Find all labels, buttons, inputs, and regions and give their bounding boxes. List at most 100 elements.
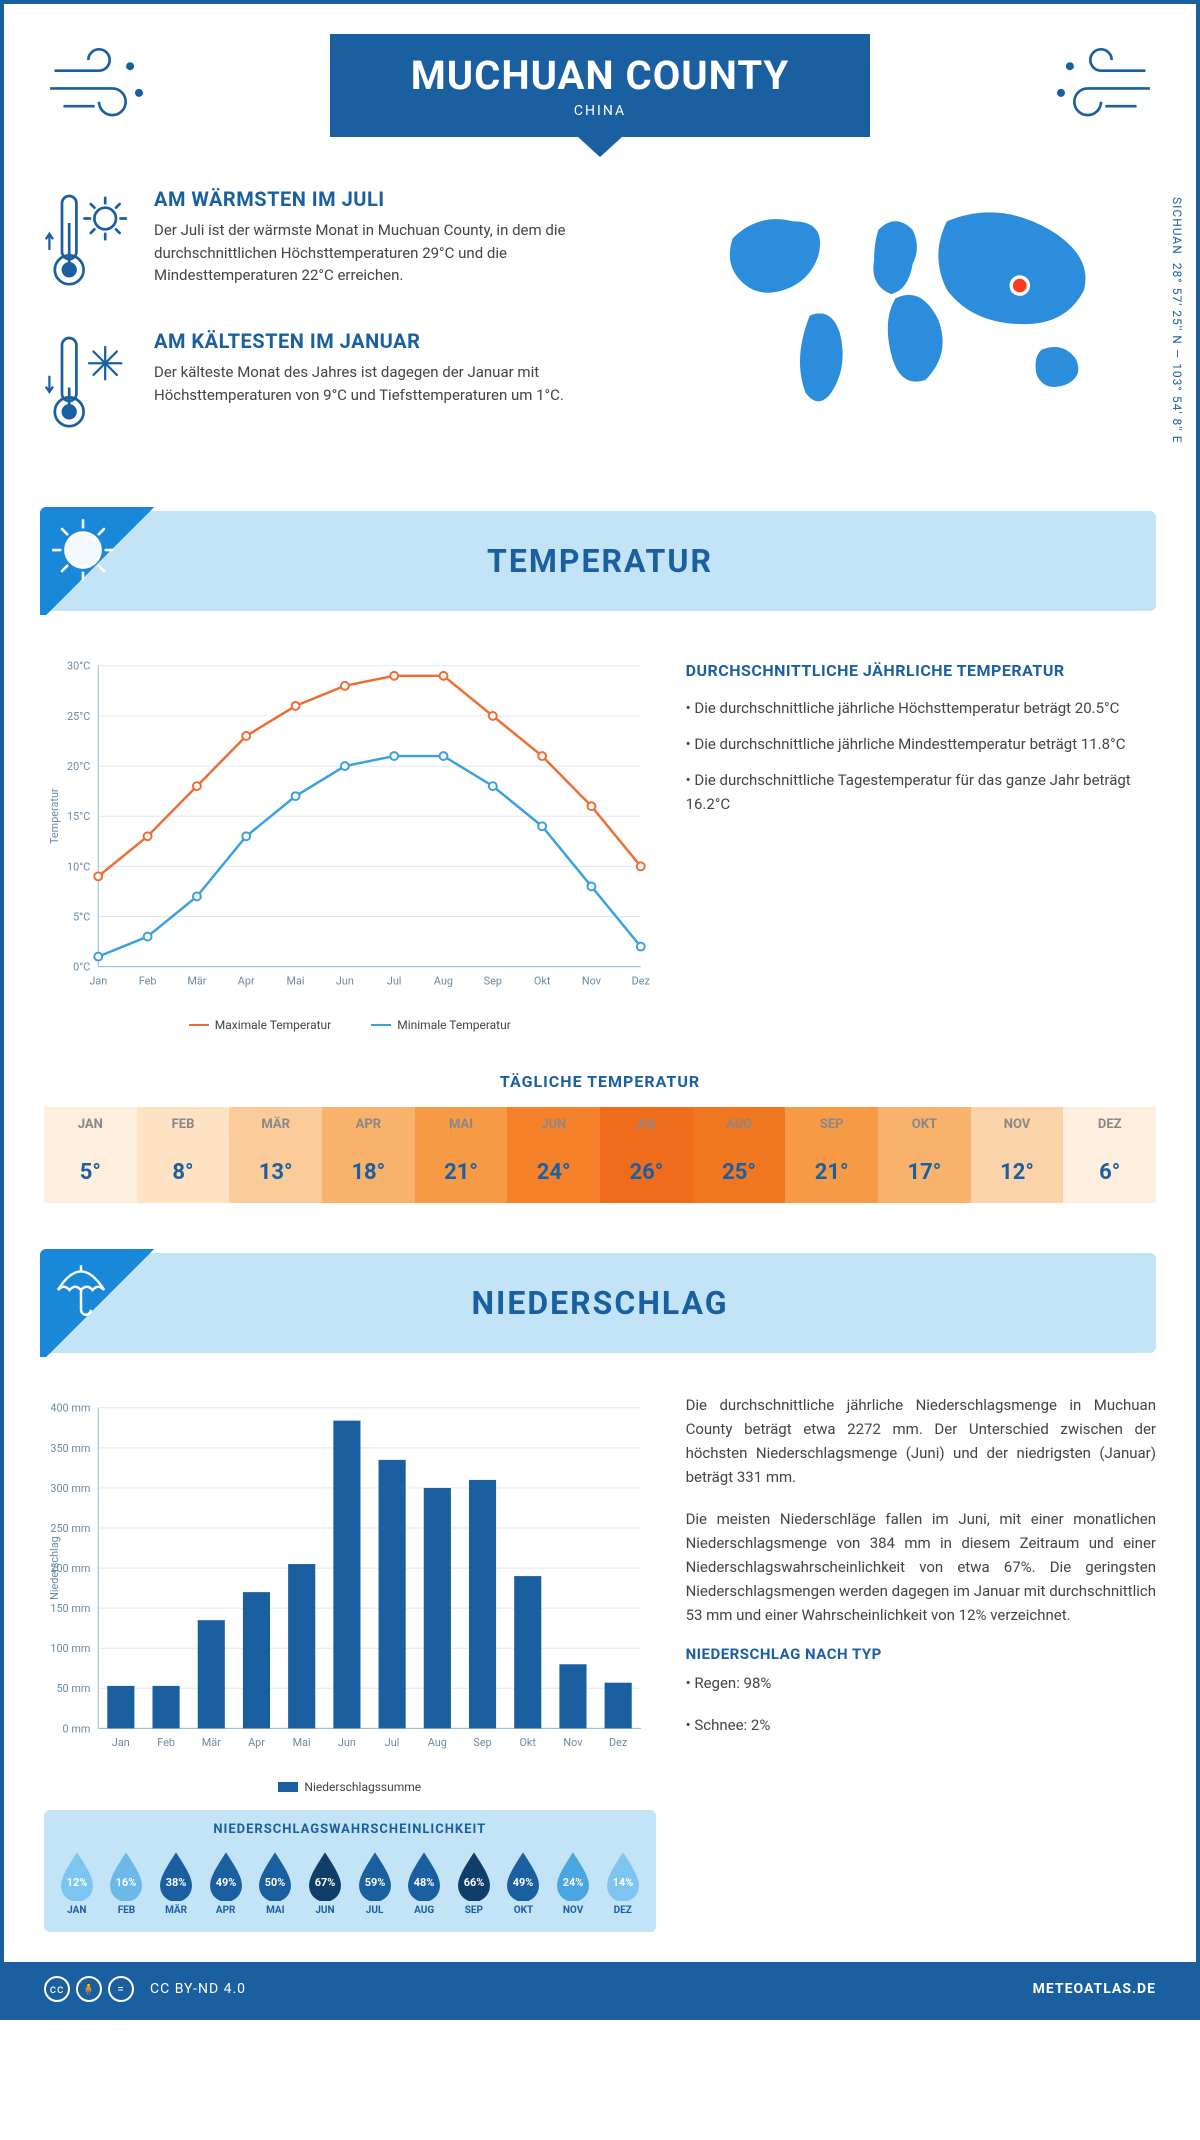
- svg-text:Mai: Mai: [293, 1736, 311, 1749]
- daily-month: OKT: [878, 1107, 971, 1142]
- svg-text:14%: 14%: [612, 1876, 633, 1889]
- temperature-legend: Maximale Temperatur Minimale Temperatur: [44, 1018, 656, 1032]
- daily-month: NOV: [971, 1107, 1064, 1142]
- precip-drop: 67% JUN: [302, 1849, 348, 1916]
- temperature-line-chart: 0°C5°C10°C15°C20°C25°C30°CJanFebMärAprMa…: [44, 651, 656, 1032]
- page-subtitle: CHINA: [410, 103, 790, 129]
- precip-prob-title: NIEDERSCHLAGSWAHRSCHEINLICHKEIT: [54, 1822, 646, 1837]
- daily-value: 24°: [507, 1142, 600, 1203]
- precip-drop: 50% MAI: [253, 1849, 299, 1916]
- svg-text:Nov: Nov: [563, 1736, 583, 1749]
- wind-icon: [1046, 44, 1156, 128]
- by-icon: 🧍: [76, 1976, 102, 2002]
- precip-type-title: NIEDERSCHLAG NACH TYP: [686, 1645, 1156, 1663]
- svg-text:49%: 49%: [513, 1876, 534, 1889]
- precip-drop: 49% APR: [203, 1849, 249, 1916]
- svg-text:15°C: 15°C: [67, 810, 90, 823]
- coldest-text: Der kälteste Monat des Jahres ist dagege…: [154, 361, 629, 406]
- svg-text:Apr: Apr: [238, 974, 255, 987]
- daily-value: 17°: [878, 1142, 971, 1203]
- temperature-section-header: TEMPERATUR: [44, 511, 1156, 611]
- svg-text:5°C: 5°C: [73, 910, 90, 923]
- daily-month: SEP: [785, 1107, 878, 1142]
- warmest-text: Der Juli ist der wärmste Monat in Muchua…: [154, 219, 629, 287]
- daily-value: 21°: [415, 1142, 508, 1203]
- temp-bullet: • Die durchschnittliche jährliche Mindes…: [686, 732, 1156, 756]
- svg-text:Jan: Jan: [89, 974, 107, 987]
- svg-text:Feb: Feb: [157, 1736, 175, 1749]
- svg-text:Sep: Sep: [484, 974, 502, 987]
- precip-type-bullet: • Schnee: 2%: [686, 1713, 1156, 1737]
- svg-text:Jan: Jan: [112, 1736, 130, 1749]
- daily-month: DEZ: [1063, 1107, 1156, 1142]
- svg-text:Aug: Aug: [434, 974, 453, 987]
- daily-month: MAI: [415, 1107, 508, 1142]
- world-map: [669, 187, 1156, 427]
- daily-value: 25°: [693, 1142, 786, 1203]
- coldest-block: AM KÄLTESTEN IM JANUAR Der kälteste Mona…: [44, 329, 629, 441]
- svg-text:Mär: Mär: [202, 1736, 221, 1749]
- wind-icon: [44, 44, 154, 128]
- daily-value: 12°: [971, 1142, 1064, 1203]
- footer: cc 🧍 = CC BY-ND 4.0 METEOATLAS.DE: [4, 1962, 1196, 2016]
- svg-text:150 mm: 150 mm: [50, 1602, 90, 1615]
- daily-value: 18°: [322, 1142, 415, 1203]
- daily-title: TÄGLICHE TEMPERATUR: [44, 1072, 1156, 1091]
- svg-text:Jul: Jul: [385, 1736, 400, 1749]
- precipitation-title: NIEDERSCHLAG: [471, 1284, 728, 1322]
- precipitation-info: Die durchschnittliche jährliche Niedersc…: [686, 1393, 1156, 1932]
- svg-text:25°C: 25°C: [67, 710, 90, 723]
- precip-drop: 14% DEZ: [600, 1849, 646, 1916]
- daily-month: FEB: [137, 1107, 230, 1142]
- svg-text:67%: 67%: [315, 1876, 336, 1889]
- svg-text:Okt: Okt: [534, 974, 551, 987]
- coldest-title: AM KÄLTESTEN IM JANUAR: [154, 329, 629, 353]
- precip-text-1: Die durchschnittliche jährliche Niedersc…: [686, 1393, 1156, 1489]
- temp-bullet: • Die durchschnittliche Tagestemperatur …: [686, 768, 1156, 816]
- map-marker-icon: [1011, 277, 1028, 294]
- svg-text:Aug: Aug: [428, 1736, 447, 1749]
- nd-icon: =: [108, 1976, 134, 2002]
- temp-info-title: DURCHSCHNITTLICHE JÄHRLICHE TEMPERATUR: [686, 661, 1156, 680]
- daily-month: MÄR: [229, 1107, 322, 1142]
- cc-icon: cc: [44, 1976, 70, 2002]
- svg-text:38%: 38%: [166, 1876, 187, 1889]
- daily-month: AUG: [693, 1107, 786, 1142]
- precip-type-bullet: • Regen: 98%: [686, 1671, 1156, 1695]
- precip-drop: 38% MÄR: [153, 1849, 199, 1916]
- svg-text:24%: 24%: [563, 1876, 584, 1889]
- warmest-title: AM WÄRMSTEN IM JULI: [154, 187, 629, 211]
- sun-icon: [40, 507, 160, 615]
- daily-value: 5°: [44, 1142, 137, 1203]
- daily-value: 13°: [229, 1142, 322, 1203]
- license: cc 🧍 = CC BY-ND 4.0: [44, 1976, 246, 2002]
- daily-value: 21°: [785, 1142, 878, 1203]
- svg-text:50 mm: 50 mm: [56, 1682, 90, 1695]
- precip-drop: 16% FEB: [104, 1849, 150, 1916]
- daily-temperature-table: TÄGLICHE TEMPERATUR JANFEBMÄRAPRMAIJUNJU…: [44, 1072, 1156, 1203]
- svg-text:Okt: Okt: [519, 1736, 536, 1749]
- svg-text:16%: 16%: [116, 1876, 137, 1889]
- svg-text:59%: 59%: [364, 1876, 385, 1889]
- temperature-title: TEMPERATUR: [487, 542, 713, 580]
- coordinates: SICHUAN 28° 57' 25'' N — 103° 54' 8'' E: [1170, 197, 1184, 444]
- title-banner: MUCHUAN COUNTY CHINA: [330, 34, 870, 137]
- svg-text:Dez: Dez: [609, 1736, 628, 1749]
- svg-text:Dez: Dez: [632, 974, 651, 987]
- page-title: MUCHUAN COUNTY: [410, 52, 790, 99]
- svg-text:0°C: 0°C: [73, 961, 90, 974]
- svg-text:Jun: Jun: [336, 974, 354, 987]
- svg-text:12%: 12%: [67, 1876, 88, 1889]
- svg-text:Temperatur: Temperatur: [48, 788, 61, 844]
- license-text: CC BY-ND 4.0: [150, 1981, 246, 1997]
- precipitation-section-header: NIEDERSCHLAG: [44, 1253, 1156, 1353]
- daily-value: 26°: [600, 1142, 693, 1203]
- daily-value: 6°: [1063, 1142, 1156, 1203]
- temp-bullet: • Die durchschnittliche jährliche Höchst…: [686, 696, 1156, 720]
- svg-text:Jun: Jun: [338, 1736, 356, 1749]
- svg-text:Nov: Nov: [582, 974, 602, 987]
- svg-text:30°C: 30°C: [67, 660, 90, 673]
- precip-drop: 48% AUG: [401, 1849, 447, 1916]
- precip-text-2: Die meisten Niederschläge fallen im Juni…: [686, 1507, 1156, 1627]
- svg-text:Niederschlag: Niederschlag: [48, 1536, 61, 1600]
